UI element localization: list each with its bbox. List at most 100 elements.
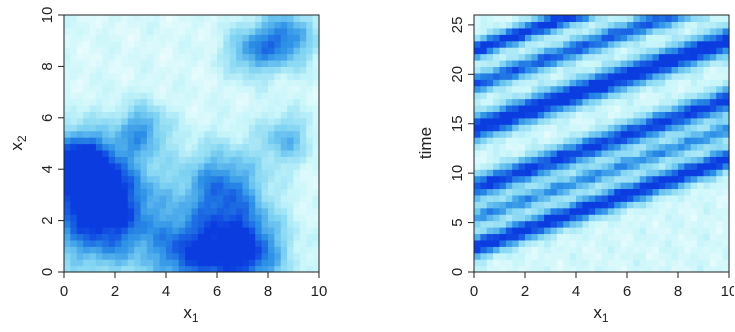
heatmap-cell: [140, 104, 148, 112]
heatmap-cell: [639, 265, 647, 273]
heatmap-cell: [217, 27, 224, 35]
heatmap-cell: [518, 182, 526, 190]
heatmap-cell: [121, 143, 129, 151]
heatmap-cell: [261, 259, 269, 267]
heatmap-cell: [185, 98, 193, 106]
heatmap-cell: [261, 265, 269, 273]
heatmap-cell: [115, 92, 122, 100]
heatmap-cell: [293, 182, 301, 190]
heatmap-cell: [236, 66, 244, 74]
heatmap-cell: [261, 182, 269, 190]
heatmap-cell: [722, 15, 730, 23]
heatmap-cell: [70, 188, 78, 196]
heatmap-cell: [690, 188, 698, 196]
heatmap-cell: [690, 59, 698, 67]
heatmap-cell: [709, 162, 717, 170]
right-x-axis-label: x1: [593, 303, 609, 325]
heatmap-cell: [518, 137, 526, 145]
heatmap-cell: [709, 27, 717, 35]
heatmap-cell: [70, 117, 78, 125]
heatmap-cell: [108, 66, 116, 74]
heatmap-cell: [582, 27, 590, 35]
heatmap-cell: [474, 130, 481, 138]
heatmap-cell: [614, 21, 622, 29]
heatmap-cell: [121, 214, 129, 222]
heatmap-cell: [646, 15, 654, 23]
heatmap-cell: [505, 40, 513, 48]
heatmap-cell: [550, 53, 558, 61]
heatmap-cell: [255, 233, 263, 241]
heatmap-cell: [658, 233, 666, 241]
heatmap-cell: [217, 239, 224, 247]
heatmap-cell: [76, 15, 84, 23]
heatmap-cell: [306, 233, 314, 241]
heatmap-cell: [299, 207, 307, 215]
heatmap-cell: [274, 85, 282, 93]
heatmap-cell: [474, 252, 481, 260]
heatmap-cell: [512, 98, 520, 106]
heatmap-cell: [474, 214, 481, 222]
heatmap-cell: [236, 15, 244, 23]
heatmap-cell: [178, 259, 186, 267]
heatmap-cell: [601, 239, 609, 247]
heatmap-cell: [95, 40, 103, 48]
heatmap-cell: [556, 104, 564, 112]
heatmap-cell: [64, 259, 71, 267]
heatmap-cell: [274, 252, 282, 260]
heatmap-cell: [697, 227, 705, 235]
heatmap-cell: [620, 79, 628, 87]
heatmap-cell: [595, 137, 603, 145]
heatmap-cell: [102, 21, 110, 29]
heatmap-cell: [652, 137, 660, 145]
heatmap-cell: [518, 98, 526, 106]
heatmap-cell: [268, 98, 275, 106]
heatmap-cell: [595, 92, 603, 100]
heatmap-cell: [703, 130, 711, 138]
heatmap-cell: [127, 143, 135, 151]
heatmap-cell: [569, 246, 577, 254]
left-y-axis-label: x2: [7, 135, 29, 151]
heatmap-cell: [287, 85, 295, 93]
heatmap-cell: [210, 246, 218, 254]
heatmap-cell: [512, 104, 520, 112]
heatmap-cell: [153, 220, 161, 228]
heatmap-cell: [716, 104, 724, 112]
heatmap-cell: [146, 169, 154, 177]
heatmap-cell: [493, 27, 501, 35]
heatmap-cell: [287, 194, 295, 202]
heatmap-cell: [646, 34, 654, 42]
heatmap-cell: [518, 143, 526, 151]
heatmap-cell: [569, 59, 577, 67]
heatmap-cell: [709, 104, 717, 112]
heatmap-cell: [671, 162, 679, 170]
heatmap-cell: [172, 27, 180, 35]
heatmap-cell: [255, 252, 263, 260]
heatmap-cell: [115, 252, 122, 260]
heatmap-cell: [722, 214, 730, 222]
heatmap-cell: [480, 130, 488, 138]
heatmap-cell: [274, 175, 282, 183]
heatmap-cell: [658, 246, 666, 254]
heatmap-cell: [505, 124, 513, 132]
heatmap-cell: [153, 169, 161, 177]
heatmap-cell: [569, 124, 577, 132]
heatmap-cell: [518, 15, 526, 23]
heatmap-cell: [261, 227, 269, 235]
heatmap-cell: [191, 104, 199, 112]
heatmap-cell: [242, 98, 250, 106]
heatmap-cell: [236, 246, 244, 254]
heatmap-cell: [95, 53, 103, 61]
heatmap-cell: [127, 175, 135, 183]
heatmap-cell: [70, 175, 78, 183]
heatmap-cell: [697, 104, 705, 112]
heatmap-cell: [493, 246, 501, 254]
heatmap-cell: [280, 265, 288, 273]
heatmap-cell: [474, 104, 481, 112]
heatmap-cell: [697, 252, 705, 260]
heatmap-cell: [255, 104, 263, 112]
heatmap-cell: [83, 265, 91, 273]
heatmap-cell: [166, 252, 173, 260]
heatmap-cell: [197, 188, 205, 196]
heatmap-cell: [76, 169, 84, 177]
heatmap-cell: [646, 79, 654, 87]
